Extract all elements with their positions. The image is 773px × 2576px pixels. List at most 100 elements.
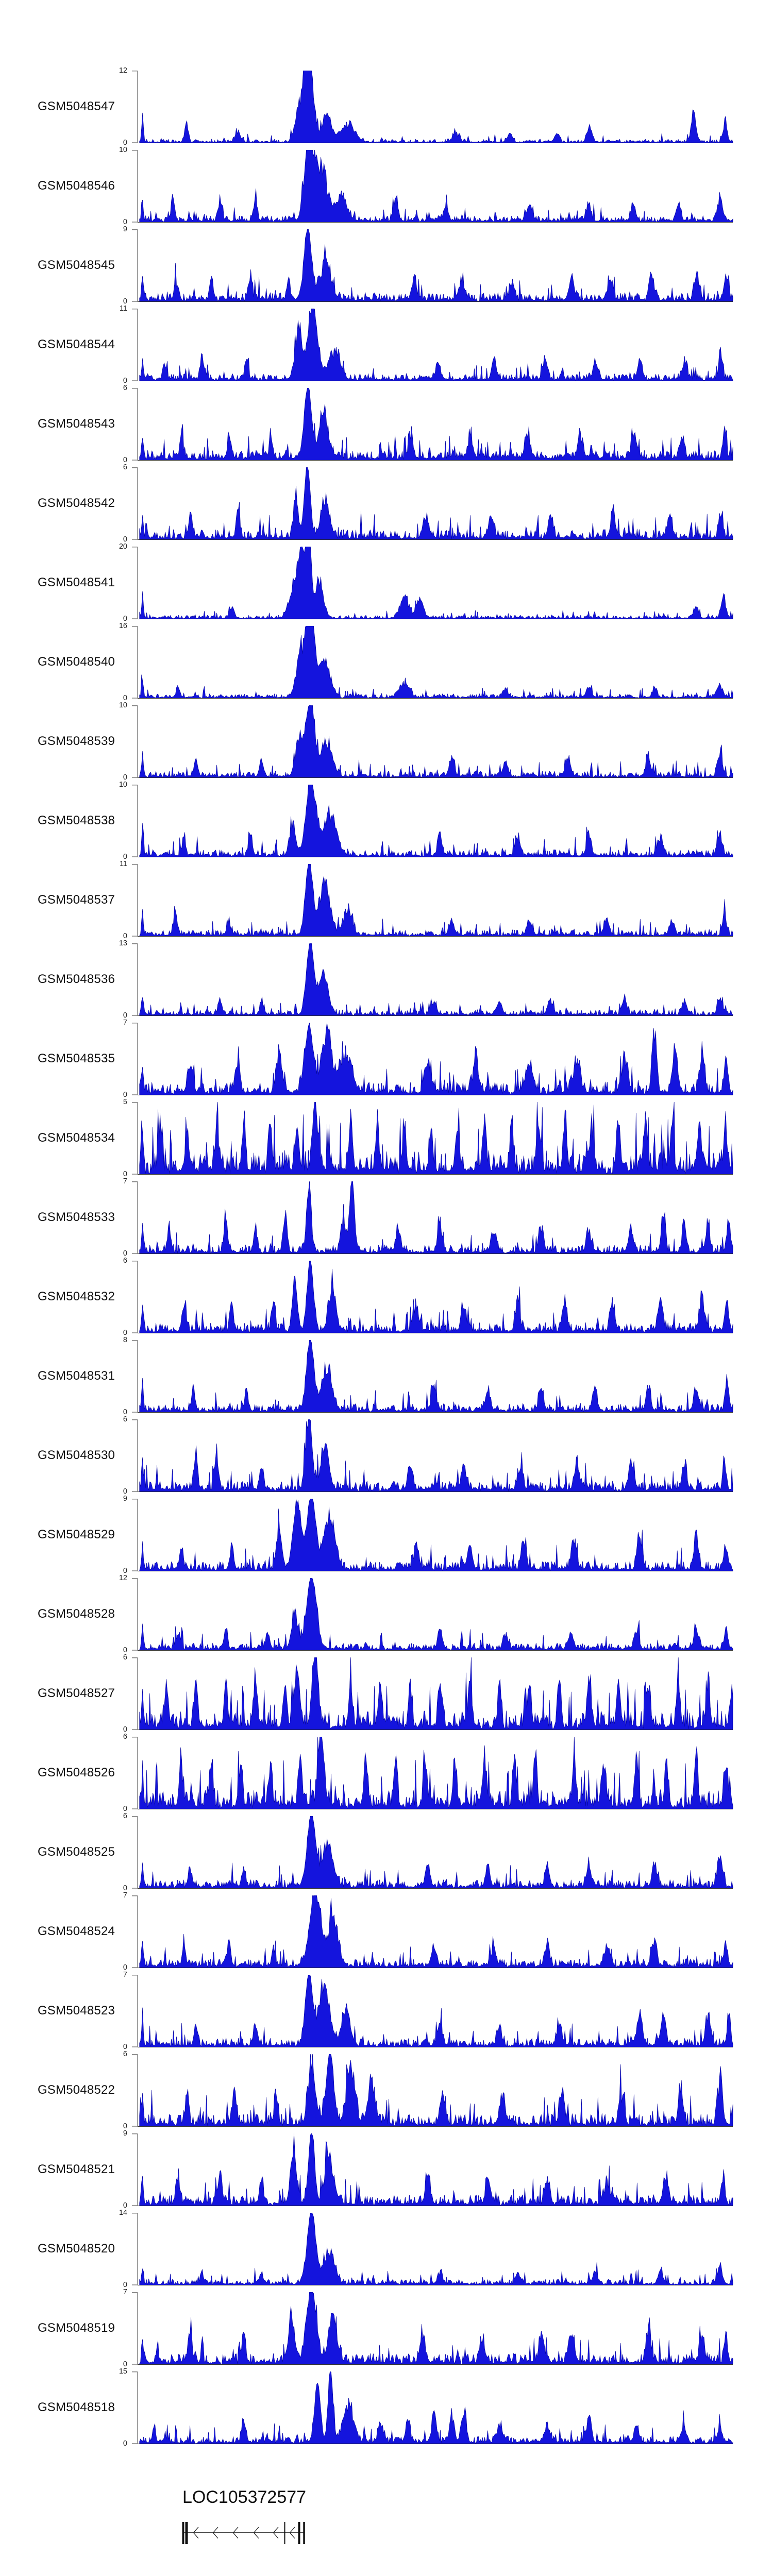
- signal-area: [139, 864, 733, 937]
- track-y-axis: [132, 864, 138, 937]
- track-signal-plot: [132, 2054, 733, 2127]
- track-row: GSM5048538 10 0: [0, 781, 773, 864]
- signal-area: [139, 1419, 733, 1492]
- track-ymax-label: 11: [119, 860, 127, 868]
- track-ybase-label: 0: [123, 1567, 127, 1575]
- track-row: GSM5048536 13 0: [0, 939, 773, 1023]
- track-row: GSM5048540 16 0: [0, 622, 773, 705]
- track-row: GSM5048526 6 0: [0, 1733, 773, 1816]
- signal-area: [139, 943, 733, 1016]
- track-row: GSM5048521 9 0: [0, 2129, 773, 2213]
- track-y-axis: [132, 1181, 138, 1254]
- track-ybase-label: 0: [123, 1091, 127, 1099]
- signal-area: [139, 1895, 733, 1968]
- signal-area: [139, 1737, 733, 1809]
- track-label: GSM5048539: [37, 734, 115, 748]
- track-ymax-label: 8: [123, 1336, 127, 1344]
- track-signal-plot: [132, 1181, 733, 1254]
- track-ymax-label: 16: [119, 622, 127, 630]
- track-ymax-label: 7: [123, 1019, 127, 1027]
- track-ybase-label: 0: [123, 1805, 127, 1813]
- track-signal-plot: [132, 388, 733, 461]
- track-y-axis: [132, 1499, 138, 1571]
- track-y-axis: [132, 1578, 138, 1651]
- track-signal-plot: [132, 1340, 733, 1413]
- track-ymax-label: 7: [123, 1971, 127, 1979]
- track-y-axis: [132, 943, 138, 1016]
- track-ybase-label: 0: [123, 1011, 127, 1020]
- track-label: GSM5048542: [37, 496, 115, 510]
- track-row: GSM5048523 7 0: [0, 1971, 773, 2054]
- track-label: GSM5048529: [37, 1528, 115, 1541]
- track-row: GSM5048532 6 0: [0, 1257, 773, 1340]
- track-signal-plot: [132, 1578, 733, 1651]
- track-ymax-label: 10: [119, 701, 127, 709]
- gene-exon: [284, 2522, 285, 2544]
- track-ybase-label: 0: [123, 2043, 127, 2051]
- track-ymax-label: 6: [123, 1415, 127, 1423]
- track-label: GSM5048537: [37, 893, 115, 907]
- track-y-axis: [132, 1737, 138, 1809]
- track-y-axis: [132, 785, 138, 857]
- signal-area: [139, 1816, 733, 1889]
- track-ymax-label: 13: [119, 939, 127, 947]
- track-signal-plot: [132, 1975, 733, 2047]
- track-y-axis: [132, 309, 138, 381]
- track-signal-plot: [132, 626, 733, 699]
- signal-area: [139, 2292, 733, 2365]
- signal-area: [139, 1975, 733, 2047]
- track-signal-plot: [132, 705, 733, 778]
- track-ymax-label: 11: [119, 304, 127, 313]
- track-ybase-label: 0: [123, 773, 127, 782]
- track-ybase-label: 0: [123, 1170, 127, 1178]
- track-ymax-label: 5: [123, 1098, 127, 1106]
- track-signal-plot: [132, 2371, 733, 2444]
- track-row: GSM5048527 6 0: [0, 1653, 773, 1737]
- signal-area: [139, 705, 733, 778]
- track-ymax-label: 6: [123, 1653, 127, 1662]
- gene-exon: [298, 2522, 300, 2544]
- genome-ruler: 24.3Mb24.31Mb24.32Mb24.33Mb24.34Mb24.35M…: [0, 2566, 773, 2576]
- track-ybase-label: 0: [123, 377, 127, 385]
- track-signal-plot: [132, 1499, 733, 1571]
- track-label: GSM5048536: [37, 972, 115, 986]
- track-row: GSM5048518 15 0: [0, 2367, 773, 2451]
- track-signal-plot: [132, 71, 733, 143]
- track-label: GSM5048528: [37, 1607, 115, 1621]
- track-ymax-label: 6: [123, 1733, 127, 1741]
- track-y-axis: [132, 2213, 138, 2285]
- track-row: GSM5048530 6 0: [0, 1415, 773, 1499]
- track-label: GSM5048532: [37, 1290, 115, 1303]
- track-ybase-label: 0: [123, 139, 127, 147]
- track-ybase-label: 0: [123, 1725, 127, 1734]
- track-ybase-label: 0: [123, 1249, 127, 1258]
- gene-exon: [182, 2522, 184, 2544]
- track-row: GSM5048534 5 0: [0, 1098, 773, 1181]
- track-row: GSM5048519 7 0: [0, 2288, 773, 2371]
- signal-area: [139, 1499, 733, 1571]
- signal-area: [139, 1023, 733, 1095]
- track-ybase-label: 0: [123, 1329, 127, 1337]
- track-ybase-label: 0: [123, 2439, 127, 2448]
- track-label: GSM5048544: [37, 337, 115, 351]
- track-row: GSM5048525 6 0: [0, 1812, 773, 1895]
- track-label: GSM5048543: [37, 417, 115, 431]
- track-label: GSM5048522: [37, 2083, 115, 2097]
- track-row: GSM5048539 10 0: [0, 701, 773, 785]
- track-label: GSM5048518: [37, 2400, 115, 2414]
- signal-area: [139, 785, 733, 857]
- track-y-axis: [132, 1895, 138, 1968]
- track-row: GSM5048544 11 0: [0, 304, 773, 388]
- track-y-axis: [132, 229, 138, 302]
- track-label: GSM5048546: [37, 179, 115, 193]
- track-ymax-label: 6: [123, 2050, 127, 2058]
- signal-area: [139, 1657, 733, 1730]
- track-ybase-label: 0: [123, 615, 127, 623]
- signal-area: [139, 229, 733, 302]
- track-label: GSM5048538: [37, 814, 115, 827]
- track-row: GSM5048546 10 0: [0, 146, 773, 229]
- signal-area: [139, 2371, 733, 2444]
- track-ybase-label: 0: [123, 2360, 127, 2368]
- signal-area: [139, 547, 733, 619]
